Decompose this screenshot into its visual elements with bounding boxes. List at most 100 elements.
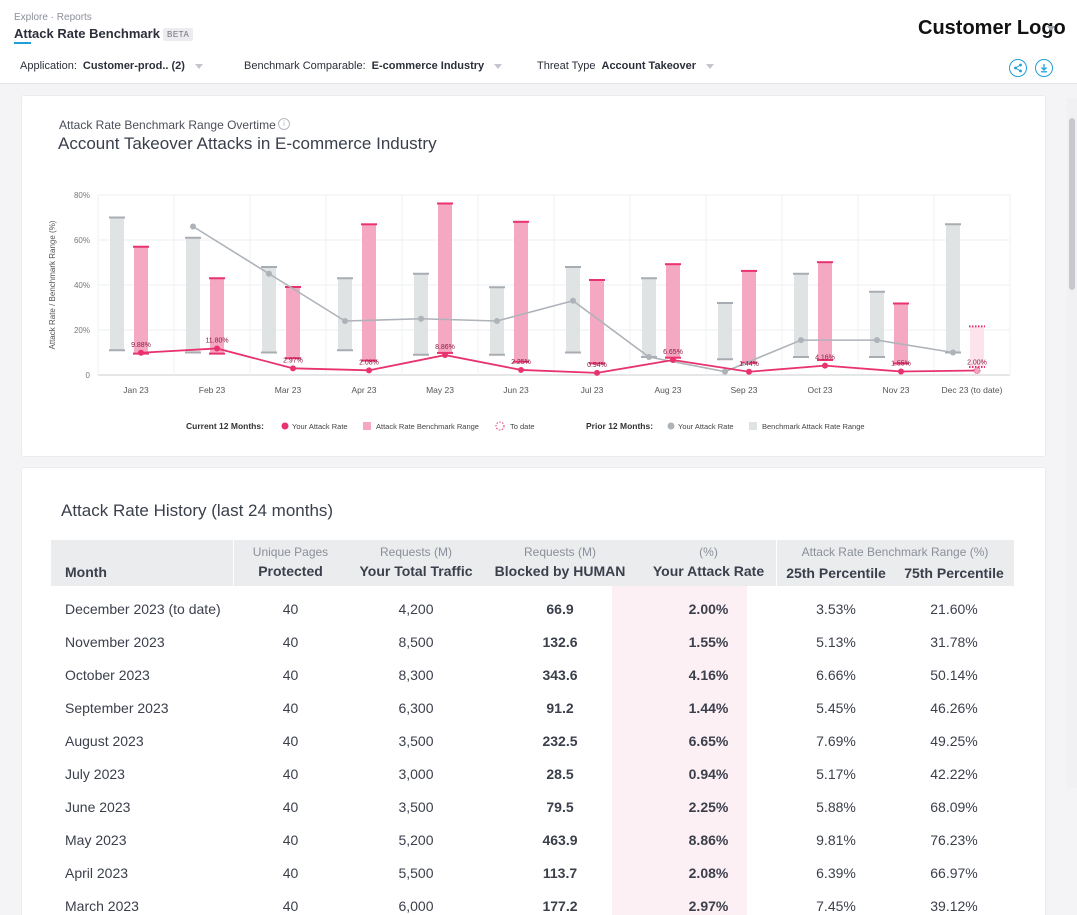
benchmark-label: Benchmark Comparable: [244,60,366,72]
table-row[interactable]: May 2023 40 5,200 463.9 8.86% 9.81% 76.23% [51,823,1014,856]
cell-traffic: 5,200 [398,832,434,848]
data-label: 0.94% [587,362,607,369]
data-label: 2.00% [967,360,987,367]
table-row[interactable]: August 2023 40 3,500 232.5 6.65% 7.69% 49.25% [51,724,1014,757]
legend-item: Benchmark Attack Rate Range [762,422,865,431]
header-month: Month [65,564,107,580]
current-benchmark-bar [286,286,300,359]
prior-benchmark-bar [186,237,200,353]
y-axis-label: Attack Rate / Benchmark Range (%) [48,220,57,349]
cell-blocked: 343.6 [542,667,578,683]
share-icon[interactable] [1009,59,1027,77]
current-benchmark-bar [210,278,224,354]
table-row[interactable]: March 2023 40 6,000 177.2 2.97% 7.45% 39.12% [51,889,1014,915]
cell-traffic: 3,000 [398,766,434,782]
header-p75: 75th Percentile [894,561,1014,581]
chevron-down-icon[interactable] [194,63,203,69]
cell-attack-rate: 2.00% [688,601,729,617]
chevron-down-icon[interactable] [706,63,715,69]
chevron-down-icon[interactable] [494,63,503,69]
current-attack-rate-point [746,368,752,375]
application-filter[interactable]: Application: Customer-prod.. (2) [20,60,203,72]
cell-blocked: 28.5 [546,766,574,782]
breadcrumb[interactable]: Explore · Reports [14,12,92,23]
y-tick-label: 80% [74,191,90,200]
title-underline [14,42,31,44]
cell-attack-rate: 8.86% [688,832,729,848]
table-row[interactable]: November 2023 40 8,500 132.6 1.55% 5.13% 31.78… [51,625,1014,658]
x-tick-label: Dec 23 (to date) [942,385,1003,395]
cell-month: August 2023 [65,733,144,749]
x-tick-label: Mar 23 [275,385,302,395]
prior-attack-rate-point [722,368,728,375]
header-attack-rate: (%) Your Attack Rate [641,545,776,579]
cell-pages: 40 [282,667,299,683]
customer-logo[interactable]: Customer Logo [918,17,1066,39]
current-benchmark-bar [590,280,604,364]
current-attack-rate-point [973,367,981,374]
data-label: 2.25% [511,359,531,366]
cell-blocked: 91.2 [546,700,574,716]
cell-pages: 40 [282,799,299,815]
y-tick-label: 0 [86,371,91,380]
current-benchmark-bar [362,224,376,361]
threat-filter[interactable]: Threat Type Account Takeover [537,60,715,72]
current-benchmark-bar [742,270,756,363]
legend-item: Your Attack Rate [292,422,348,431]
prior-attack-rate-point [570,297,576,304]
chart-card: Attack Rate Benchmark Range Overtime i A… [22,96,1045,456]
info-icon[interactable]: i [278,118,290,130]
cell-blocked: 79.5 [546,799,574,815]
cell-month: November 2023 [65,634,165,650]
x-tick-label: May 23 [426,385,454,395]
attack-rate-column-highlight [612,586,747,915]
legend-item: To date [510,422,535,431]
header-p75-label: 75th Percentile [904,565,1004,581]
cell-month: December 2023 (to date) [65,601,221,617]
cell-pages: 40 [282,766,299,782]
legend-swatch-prior-rate [667,422,675,430]
prior-attack-rate-point [950,349,956,356]
cell-pages: 40 [282,832,299,848]
cell-p75: 66.97% [930,865,978,881]
data-label: 6.65% [663,349,683,356]
cell-attack-rate: 2.25% [688,799,729,815]
header-blocked: Requests (M) Blocked by HUMAN [481,545,639,579]
cell-traffic: 3,500 [398,733,434,749]
table-row[interactable]: April 2023 40 5,500 113.7 2.08% 6.39% 66.97% [51,856,1014,889]
prior-benchmark-bar [262,267,276,353]
current-attack-rate-point [670,357,676,364]
x-tick-label: Jul 23 [581,385,604,395]
x-tick-label: Jun 23 [503,385,529,395]
prior-benchmark-bar [718,303,732,360]
benchmark-filter[interactable]: Benchmark Comparable: E-commerce Industr… [244,60,503,72]
download-icon[interactable] [1035,59,1053,77]
table-row[interactable]: October 2023 40 8,300 343.6 4.16% 6.66% 50.14% [51,658,1014,691]
cell-month: April 2023 [65,865,129,881]
header-rate-bottom: Your Attack Rate [652,563,765,579]
table-header: Month Unique Pages Protected Requests (M… [51,540,1014,586]
current-attack-rate-point [366,367,372,374]
benchmark-value[interactable]: E-commerce Industry [371,60,485,72]
scrollbar-thumb[interactable] [1069,118,1075,290]
current-benchmark-bar [514,221,528,362]
prior-benchmark-bar [794,273,808,357]
cell-p25: 6.39% [816,865,856,881]
threat-label: Threat Type [537,60,596,72]
page-title: Attack Rate Benchmark [14,26,160,41]
chevron-down-icon[interactable] [1047,26,1055,31]
scrollbar-track[interactable] [1067,98,1077,788]
prior-attack-rate-point [418,315,424,322]
x-tick-label: Feb 23 [199,385,226,395]
table-row[interactable]: July 2023 40 3,000 28.5 0.94% 5.17% 42.22% [51,757,1014,790]
table-row[interactable]: December 2023 (to date) 40 4,200 66.9 2.00% 3… [51,592,1014,625]
table-row[interactable]: September 2023 40 6,300 91.2 1.44% 5.45% 46.26… [51,691,1014,724]
prior-attack-rate-point [190,223,196,230]
table-row[interactable]: June 2023 40 3,500 79.5 2.25% 5.88% 68.09% [51,790,1014,823]
cell-blocked: 232.5 [542,733,578,749]
application-value[interactable]: Customer-prod.. (2) [82,60,185,72]
threat-value[interactable]: Account Takeover [601,60,697,72]
data-label: 2.97% [283,357,303,364]
legend-swatch-to-date [495,421,505,431]
cell-attack-rate: 4.16% [688,667,729,683]
